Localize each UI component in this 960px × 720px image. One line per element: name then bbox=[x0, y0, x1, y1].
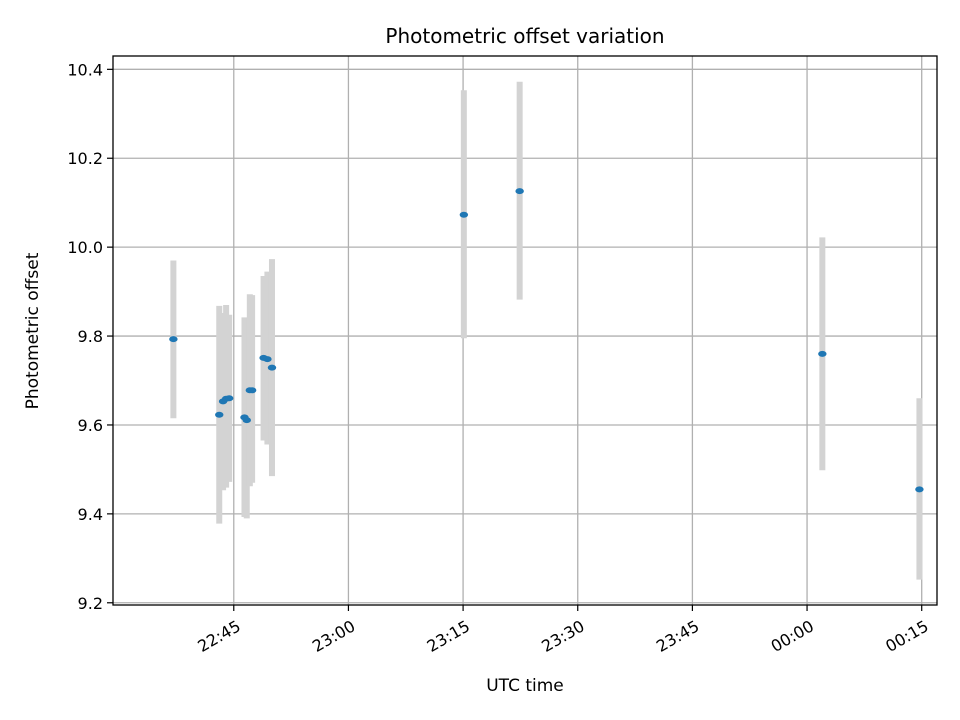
y-tick-label: 10.4 bbox=[67, 60, 103, 79]
chart-title: Photometric offset variation bbox=[385, 24, 664, 48]
data-point bbox=[169, 336, 178, 343]
data-point bbox=[818, 350, 827, 357]
data-point bbox=[224, 395, 234, 402]
y-tick-label: 9.4 bbox=[78, 505, 103, 524]
data-point bbox=[247, 387, 257, 394]
data-point bbox=[515, 188, 524, 195]
plot-frame bbox=[112, 55, 938, 606]
data-point bbox=[242, 417, 251, 424]
y-tick-label: 10.0 bbox=[67, 238, 103, 257]
y-tick-label: 9.6 bbox=[78, 416, 103, 435]
y-tick-label: 9.2 bbox=[78, 594, 103, 613]
data-point bbox=[215, 411, 224, 418]
data-point bbox=[263, 356, 272, 363]
y-tick-label: 9.8 bbox=[78, 327, 103, 346]
y-axis-ticks: 9.2 9.4 9.6 9.8 10.0 10.2 10.4 bbox=[67, 60, 113, 613]
data-point bbox=[915, 486, 924, 493]
y-axis-label: Photometric offset bbox=[23, 252, 43, 409]
x-axis-label: UTC time bbox=[486, 676, 564, 696]
y-tick-label: 10.2 bbox=[67, 149, 103, 168]
data-points bbox=[169, 188, 924, 493]
data-point bbox=[459, 211, 469, 218]
data-point bbox=[267, 364, 277, 371]
